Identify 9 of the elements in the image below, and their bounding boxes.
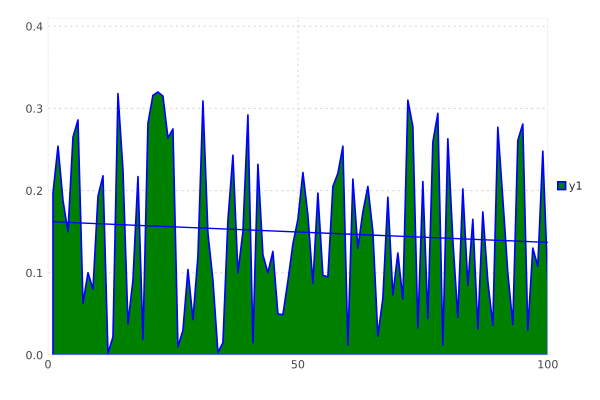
x-tick-label: 100	[538, 360, 558, 368]
y-tick-label: 0.4	[26, 22, 43, 31]
y-tick-label: 0.2	[26, 186, 42, 195]
y-tick-label: 0.3	[26, 104, 42, 113]
y-tick-label: 0.0	[26, 350, 42, 360]
legend-label: y1	[569, 181, 582, 192]
y-tick-label: 0.1	[26, 268, 42, 278]
x-tick-label: 50	[292, 360, 304, 368]
x-tick-label: 0	[45, 360, 51, 368]
